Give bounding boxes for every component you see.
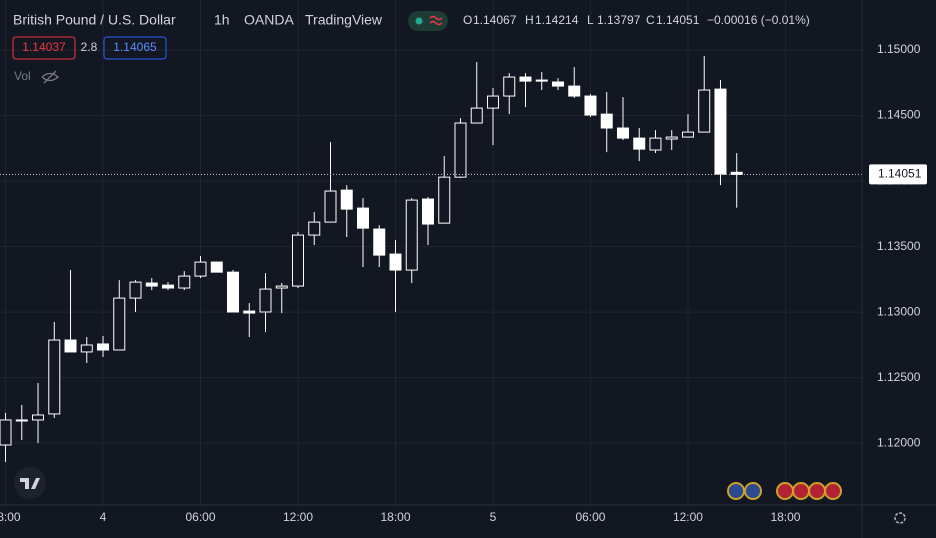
- candle-body: [178, 275, 191, 289]
- candle-body: [80, 344, 93, 353]
- ohlc-value: 1.14214: [535, 13, 579, 27]
- flag-us[interactable]: [776, 482, 794, 500]
- candle-body: [698, 89, 711, 133]
- source: TradingView: [305, 12, 383, 28]
- x-tick-label: 06:00: [575, 510, 605, 524]
- candle-body: [454, 122, 467, 178]
- candle-body: [681, 131, 694, 138]
- y-tick-label: 1.13500: [877, 239, 921, 253]
- x-tick-label: 06:00: [185, 510, 215, 524]
- x-tick-label: 18:00: [380, 510, 410, 524]
- settings-icon[interactable]: [894, 512, 906, 524]
- candle-body: [243, 310, 256, 314]
- chart-title: British Pound / U.S. Dollar: [13, 12, 176, 28]
- y-tick-label: 1.13000: [877, 304, 921, 318]
- x-tick-label: 5: [490, 510, 497, 524]
- y-tick-label: 1.14500: [877, 108, 921, 122]
- last-price-tag: [869, 164, 927, 185]
- flag-gb[interactable]: [727, 482, 745, 500]
- hide-icon[interactable]: [41, 70, 59, 84]
- bid: 1.14037: [22, 40, 66, 54]
- candle-body: [48, 339, 61, 415]
- x-tick-label: 18:00: [0, 510, 21, 524]
- candle-body: [616, 127, 629, 139]
- ohlc-value: 1.14067: [473, 13, 517, 27]
- candle-body: [438, 176, 451, 224]
- ask: 1.14065: [113, 40, 157, 54]
- candle-body: [162, 284, 175, 289]
- candle-body: [64, 339, 77, 353]
- status-dot: [415, 17, 423, 25]
- volume-label: Vol: [14, 69, 31, 83]
- flag-gb[interactable]: [744, 482, 762, 500]
- candle-body: [649, 137, 662, 151]
- candle-body: [730, 171, 743, 175]
- candle-body: [600, 113, 613, 129]
- status-icon: [429, 15, 443, 26]
- candle-body: [227, 271, 240, 313]
- last-price-label: 1.14051: [878, 167, 922, 181]
- candle-body: [340, 189, 353, 210]
- candle-body: [519, 76, 532, 82]
- candle-body: [633, 137, 646, 150]
- status-pill[interactable]: [408, 11, 448, 31]
- candle-body: [145, 282, 158, 287]
- bid-box[interactable]: [12, 36, 76, 60]
- candle-body: [259, 288, 272, 313]
- flag-us[interactable]: [808, 482, 826, 500]
- candle-body: [568, 85, 581, 97]
- ohlc-letter: L: [587, 13, 594, 27]
- candle-body: [535, 79, 548, 82]
- candle-body: [129, 281, 142, 299]
- interval: 1h: [214, 12, 230, 28]
- ohlc-letter: C: [646, 13, 655, 27]
- candle-body: [308, 221, 321, 236]
- x-tick-label: 4: [100, 510, 107, 524]
- ohlc-letter: O: [463, 13, 472, 27]
- candle-body: [405, 199, 418, 271]
- candle-body: [0, 419, 12, 446]
- x-tick-label: 12:00: [283, 510, 313, 524]
- change: −0.00016 (−0.01%): [707, 13, 810, 27]
- candle-body: [97, 343, 110, 351]
- candle-body: [421, 198, 434, 225]
- flag-us[interactable]: [792, 482, 810, 500]
- logo: [20, 478, 40, 489]
- candle-body: [275, 285, 288, 289]
- logo-bg[interactable]: [14, 467, 46, 499]
- spread: 2.8: [81, 40, 98, 54]
- ohlc-value: 1.14051: [656, 13, 700, 27]
- candle-body: [210, 261, 223, 273]
- y-tick-label: 1.15000: [877, 42, 921, 56]
- y-tick-label: 1.12000: [877, 435, 921, 449]
- candle-body: [292, 234, 305, 287]
- flag-us[interactable]: [824, 482, 842, 500]
- candle-body: [356, 207, 369, 229]
- x-tick-label: 18:00: [770, 510, 800, 524]
- candle-body: [665, 136, 678, 140]
- candle-body: [15, 419, 28, 422]
- candle-body: [486, 95, 499, 109]
- y-tick-label: 1.12500: [877, 370, 921, 384]
- candle-body: [113, 297, 126, 351]
- candle-body: [389, 253, 402, 271]
- x-tick-label: 12:00: [673, 510, 703, 524]
- ohlc-value: 1.13797: [597, 13, 641, 27]
- candle-body: [584, 95, 597, 116]
- candle-body: [551, 81, 564, 87]
- candle-body: [503, 76, 516, 97]
- ohlc-letter: H: [525, 13, 534, 27]
- event-flags: [727, 482, 842, 500]
- candle-body: [324, 190, 337, 223]
- candle-body: [470, 107, 483, 124]
- candle-body: [714, 88, 727, 175]
- broker: OANDA: [244, 12, 294, 28]
- ask-box[interactable]: [103, 36, 167, 60]
- candle-body: [373, 228, 386, 256]
- candle-body: [194, 261, 207, 277]
- candle-body: [32, 414, 45, 421]
